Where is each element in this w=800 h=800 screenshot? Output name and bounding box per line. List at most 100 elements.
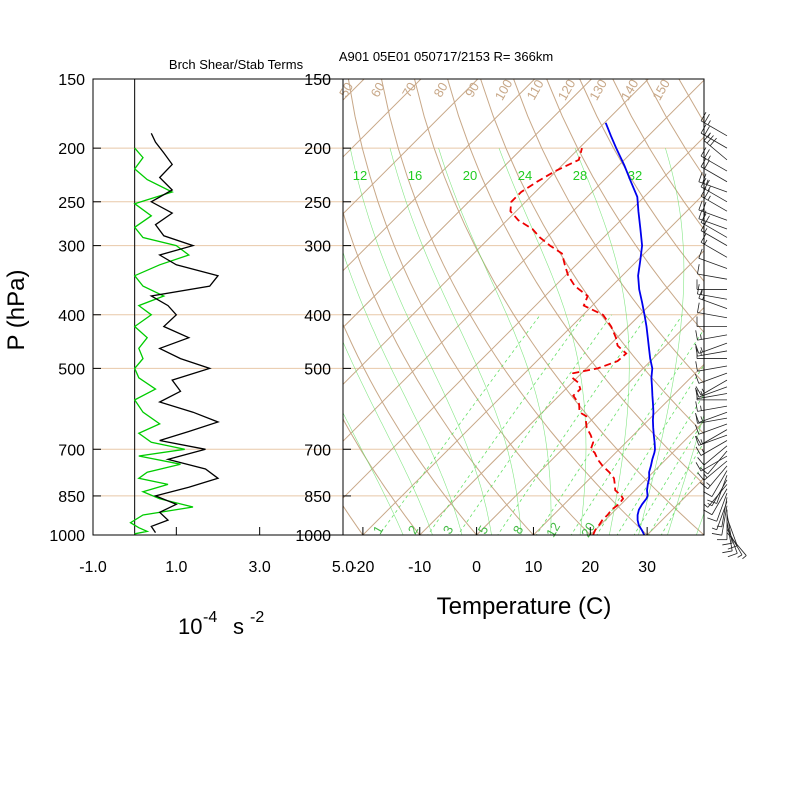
wind-barb bbox=[700, 233, 728, 258]
moist-adiabat-line bbox=[349, 148, 492, 535]
dry-adiabat-line bbox=[147, 79, 256, 547]
y-tick-label: 200 bbox=[58, 141, 85, 158]
wind-barb bbox=[697, 445, 728, 466]
isotherm-line bbox=[343, 79, 704, 442]
y-tick-label: 500 bbox=[58, 361, 85, 378]
isotherm-line bbox=[343, 79, 479, 215]
wind-barb bbox=[700, 111, 728, 137]
y-tick-label: 850 bbox=[58, 489, 85, 506]
temperature-profile bbox=[604, 122, 656, 535]
mixing-ratio-line bbox=[660, 461, 704, 535]
y-tick-label: 1000 bbox=[295, 528, 331, 545]
wind-barb bbox=[726, 528, 743, 558]
x-tick-label: -20 bbox=[351, 559, 374, 576]
dry-adiabat-line bbox=[745, 79, 800, 547]
wind-barb bbox=[697, 264, 728, 280]
isotherm-line bbox=[343, 136, 704, 499]
mixing-ratio-line bbox=[596, 364, 704, 535]
moist-adiabat-line bbox=[343, 341, 433, 535]
dry-adiabat-line bbox=[343, 322, 478, 535]
wind-barb bbox=[711, 505, 728, 536]
y-tick-label: 850 bbox=[304, 489, 331, 506]
wind-barb bbox=[722, 521, 733, 554]
x-label-unit: s bbox=[233, 614, 244, 639]
dry-adiabat-line bbox=[182, 79, 313, 547]
left-panel-x-axis-label: 10 -4 s -2 bbox=[178, 609, 264, 639]
dry-adiabat-line bbox=[343, 504, 364, 535]
left-panel-title: Brch Shear/Stab Terms bbox=[169, 57, 304, 72]
wind-barb bbox=[711, 501, 728, 531]
moist-adiabat-line bbox=[389, 148, 522, 535]
wind-barb bbox=[707, 479, 728, 507]
skewt-title: A901 05E01 050717/2153 R= 366km bbox=[339, 49, 553, 64]
moist-adiabat-line bbox=[343, 251, 463, 535]
moist-adiabat-line bbox=[438, 148, 552, 535]
x-tick-label: 20 bbox=[581, 559, 599, 576]
dry-adiabat-line bbox=[513, 79, 704, 384]
mixing-ratio-line bbox=[648, 441, 704, 535]
dry-adiabat-line bbox=[712, 79, 800, 547]
y-tick-label: 400 bbox=[304, 308, 331, 325]
y-tick-label: 700 bbox=[304, 442, 331, 459]
dry-adiabat-line bbox=[546, 79, 704, 334]
mixing-ratio-label: 28 bbox=[573, 168, 587, 183]
wind-barb bbox=[716, 497, 728, 528]
left-panel-ticks: 150 200 250 300 400 500 700 850 1000 -1.0 1.0 3.0 5.… bbox=[49, 72, 354, 576]
isotherm-line bbox=[703, 534, 704, 535]
x-axis-label: Temperature (C) bbox=[437, 593, 612, 620]
wind-barb bbox=[695, 429, 728, 445]
isotherm-line bbox=[761, 79, 800, 535]
wind-barb bbox=[698, 209, 728, 230]
mixing-ratio-line bbox=[497, 314, 649, 535]
isotherm-label: 100 bbox=[492, 77, 516, 103]
isotherm-label: 50 bbox=[336, 80, 356, 100]
isotherm-label: 80 bbox=[430, 80, 450, 100]
y-axis-label: P (hPa) bbox=[3, 270, 30, 351]
isotherm-label: 70 bbox=[399, 80, 419, 100]
wind-barb bbox=[700, 221, 728, 246]
wind-barb bbox=[707, 475, 728, 504]
x-tick-label: 3.0 bbox=[249, 559, 271, 576]
skewt-frame bbox=[342, 78, 705, 536]
isotherm-label: 150 bbox=[649, 77, 673, 103]
dry-adiabat-line bbox=[414, 79, 704, 535]
y-tick-label: 250 bbox=[304, 195, 331, 212]
dry-adiabat-line bbox=[778, 79, 800, 547]
isotherm-line bbox=[533, 363, 704, 535]
dry-adiabat-line bbox=[343, 418, 421, 535]
isotherm-label: 140 bbox=[618, 77, 642, 103]
mixing-ratio-line bbox=[427, 314, 585, 535]
skewt-ticks: 150 200 250 300 400 500 700 850 1000 -20 -10 0 10 20 3… bbox=[295, 72, 656, 576]
wind-barb bbox=[696, 316, 727, 327]
wind-barb bbox=[695, 361, 728, 372]
mixing-ratio-line bbox=[378, 314, 541, 535]
wind-barb bbox=[700, 157, 728, 183]
y-tick-label: 300 bbox=[304, 239, 331, 256]
stability-series-line bbox=[149, 133, 220, 533]
moist-adiabat-line bbox=[638, 148, 685, 535]
dewpoint-profile bbox=[509, 147, 628, 535]
dry-adiabat-line bbox=[447, 79, 704, 486]
x-tick-label: 10 bbox=[525, 559, 543, 576]
dry-adiabat-line bbox=[381, 79, 648, 535]
wind-barb bbox=[695, 386, 728, 398]
y-tick-label: 250 bbox=[58, 195, 85, 212]
dry-adiabat-line bbox=[579, 79, 704, 283]
wind-barb bbox=[695, 330, 728, 341]
skewt-series bbox=[509, 122, 656, 535]
y-tick-label: 700 bbox=[58, 442, 85, 459]
isotherm-label: 90 bbox=[462, 80, 482, 100]
y-tick-label: 150 bbox=[58, 72, 85, 89]
dry-adiabat-line bbox=[645, 79, 704, 178]
moist-adiabat-line bbox=[343, 412, 404, 535]
mixing-ratio-line bbox=[535, 314, 683, 535]
wind-barb bbox=[707, 492, 728, 522]
mixing-ratio-label: 20 bbox=[463, 168, 477, 183]
mixing-ratio-line bbox=[457, 314, 613, 535]
wind-barb bbox=[703, 484, 728, 508]
isotherm-label: 110 bbox=[523, 77, 546, 102]
x-tick-label: -10 bbox=[408, 559, 431, 576]
moist-adiabat-line bbox=[696, 512, 704, 535]
